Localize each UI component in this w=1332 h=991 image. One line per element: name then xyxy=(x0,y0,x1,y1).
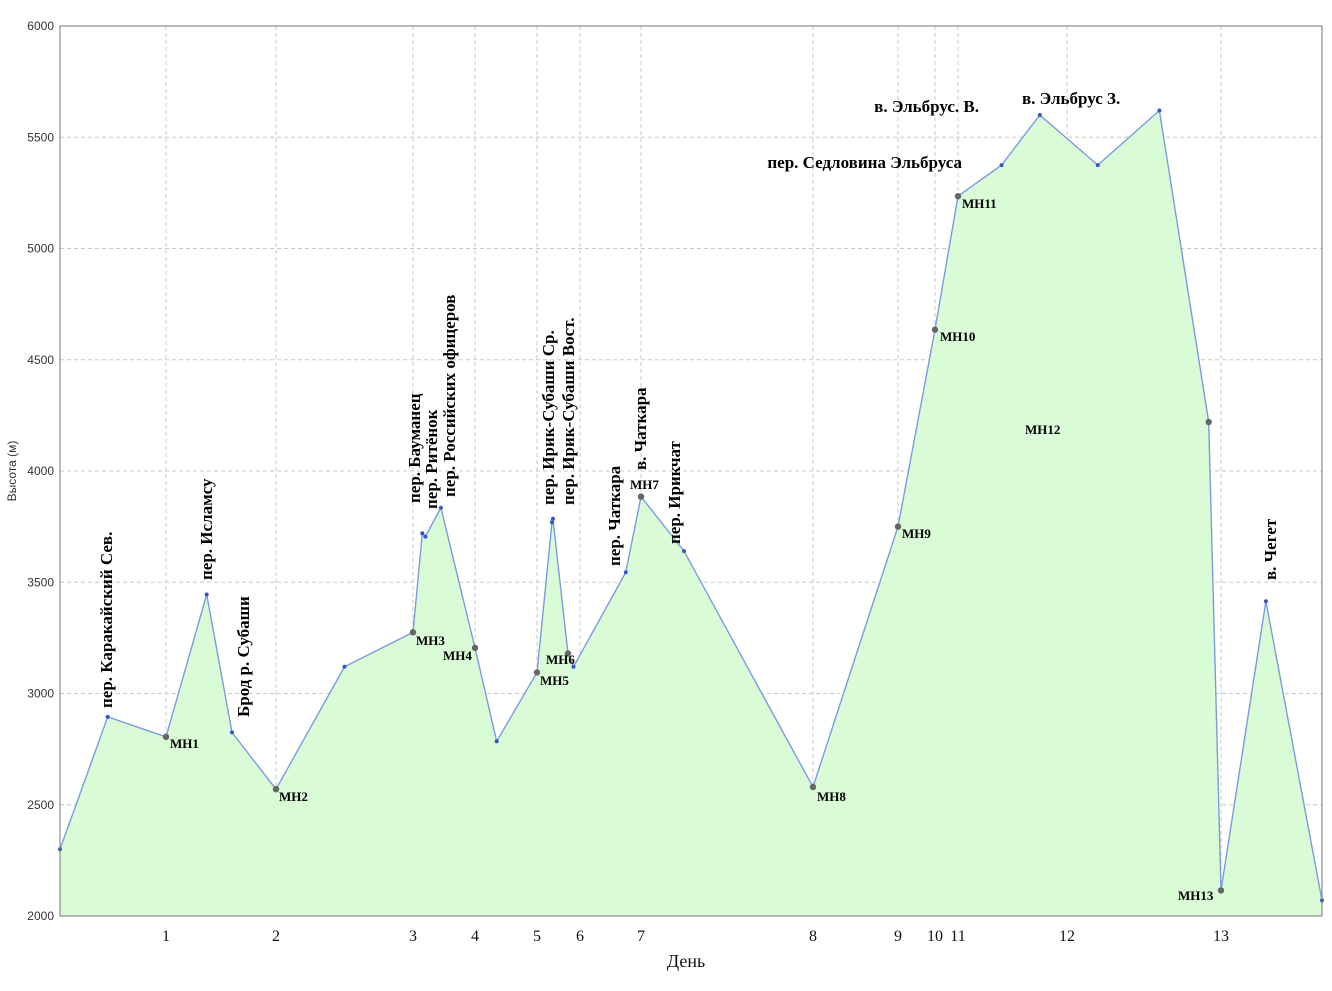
route-point xyxy=(999,163,1004,168)
x-tick-label: 11 xyxy=(950,928,965,945)
route-point xyxy=(1157,108,1162,113)
camp-point xyxy=(637,493,645,500)
x-tick-label: 6 xyxy=(576,928,584,945)
annotation-elbrus-east: в. Эльбрус. В. xyxy=(874,97,979,116)
route-point xyxy=(494,739,499,744)
route-point xyxy=(105,714,110,719)
camp-label-mh6: МН6 xyxy=(546,652,575,667)
camp-label-mh11: МН11 xyxy=(962,196,997,211)
x-tick-label: 2 xyxy=(272,928,280,945)
route-point xyxy=(342,664,347,669)
camp-labels: МН1 МН2 МН3 МН4 МН5 МН6 МН7 МН8 МН9 МН10… xyxy=(170,196,1214,903)
x-tick-label: 7 xyxy=(637,928,645,945)
annotation-russian-officers: пер. Российских офицеров xyxy=(440,295,459,497)
route-point xyxy=(682,549,686,554)
y-axis-ticks: 2000 2500 3000 3500 4000 4500 5000 5500 6000 xyxy=(27,19,54,923)
y-tick-label: 4000 xyxy=(27,464,54,478)
annotation-baumanets: пер. Бауманец xyxy=(405,393,424,503)
data-points xyxy=(58,108,1324,903)
annotation-chatkara-pass: пер. Чаткара xyxy=(605,465,624,566)
camp-point xyxy=(1205,418,1212,426)
x-tick-label: 4 xyxy=(471,928,479,945)
annotation-irikchat: пер. Ирикчат xyxy=(665,440,684,544)
camp-label-mh2: МН2 xyxy=(279,789,308,804)
y-tick-label: 3000 xyxy=(27,687,54,701)
annotation-ritenok: пер. Ритёнок xyxy=(422,409,441,509)
x-tick-label: 1 xyxy=(162,928,170,945)
camp-label-mh12: МН12 xyxy=(1025,422,1060,437)
camp-point xyxy=(894,523,902,530)
x-tick-label: 5 xyxy=(533,928,541,945)
route-point xyxy=(1263,599,1268,604)
camp-point xyxy=(409,629,417,636)
camp-label-mh9: МН9 xyxy=(902,526,931,541)
camp-point xyxy=(1217,887,1225,894)
route-point xyxy=(623,570,628,575)
annotation-subashi-ford: Брод р. Субаши xyxy=(234,596,253,717)
route-point xyxy=(571,664,576,669)
route-point xyxy=(1095,163,1100,168)
y-tick-label: 3500 xyxy=(27,575,54,589)
camp-point xyxy=(809,783,817,791)
camp-label-mh3: МН3 xyxy=(416,633,445,648)
y-tick-label: 2500 xyxy=(27,798,54,812)
y-tick-label: 5000 xyxy=(27,242,54,256)
annotation-elbrus-west: в. Эльбрус З. xyxy=(1022,89,1120,108)
route-point xyxy=(1037,113,1042,117)
y-tick-label: 5500 xyxy=(27,130,54,144)
camp-label-mh13: МН13 xyxy=(1178,888,1214,903)
x-tick-label: 13 xyxy=(1213,928,1229,945)
annotation-elbrus-saddle: пер. Седловина Эльбруса xyxy=(767,153,962,172)
route-point xyxy=(420,531,425,536)
camp-point xyxy=(162,733,170,741)
camp-point xyxy=(954,193,962,200)
route-point xyxy=(438,505,443,510)
camp-label-mh7: МН7 xyxy=(630,477,659,492)
route-point xyxy=(550,516,555,521)
camp-label-mh1: МН1 xyxy=(170,736,199,751)
plot-frame xyxy=(59,25,1323,917)
camp-point xyxy=(533,669,541,676)
camp-label-mh10: МН10 xyxy=(940,329,975,344)
camp-point xyxy=(931,326,939,333)
camp-label-mh5: МН5 xyxy=(540,673,569,688)
annotation-irik-subashi-sr: пер. Ирик-Субаши Ср. xyxy=(539,330,558,505)
x-tick-label: 9 xyxy=(894,928,902,945)
x-tick-label: 8 xyxy=(809,928,817,945)
annotation-irik-subashi-vost: пер. Ирик-Субаши Вост. xyxy=(559,318,578,505)
annotation-cheget: в. Чегет xyxy=(1261,518,1280,580)
y-tick-label: 6000 xyxy=(27,19,54,33)
camp-label-mh4: МН4 xyxy=(443,648,472,663)
annotation-karakaysky: пер. Каракайский Сев. xyxy=(97,532,116,708)
annotation-islamsu: пер. Исламсу xyxy=(197,478,216,580)
camp-point xyxy=(471,644,479,652)
x-axis-label: День xyxy=(667,951,705,971)
camp-point xyxy=(564,650,572,657)
camp-label-mh8: МН8 xyxy=(817,789,846,804)
x-tick-label: 10 xyxy=(927,928,943,945)
camp-point xyxy=(272,786,280,793)
route-annotations: пер. Каракайский Сев. пер. Исламсу Брод … xyxy=(97,89,1280,717)
y-axis-label: Высота (м) xyxy=(5,441,19,502)
x-tick-label: 3 xyxy=(409,928,417,945)
x-tick-label: 12 xyxy=(1059,928,1075,945)
route-point xyxy=(550,520,554,525)
route-point xyxy=(423,534,428,539)
route-point xyxy=(204,592,209,597)
route-point xyxy=(230,730,234,735)
elevation-area xyxy=(60,110,1322,916)
y-tick-label: 4500 xyxy=(27,353,54,367)
y-tick-label: 2000 xyxy=(27,909,54,923)
x-axis-ticks: 1 2 3 4 5 6 7 8 9 10 11 12 13 xyxy=(162,928,1229,945)
annotation-chatkara-peak: в. Чаткара xyxy=(631,387,650,470)
